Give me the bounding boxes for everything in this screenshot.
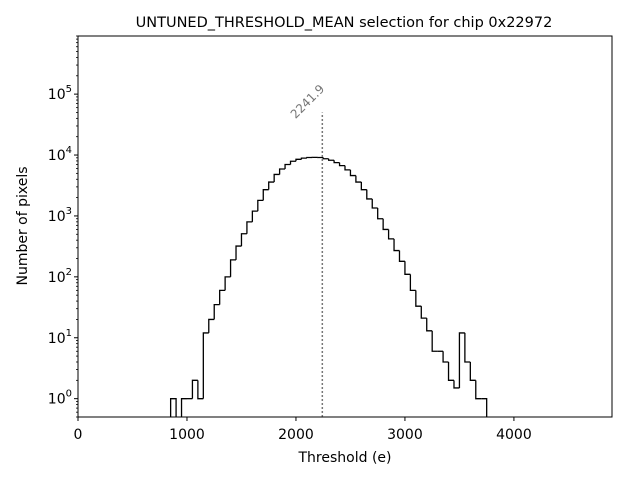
histogram-bar bbox=[289, 160, 296, 165]
chart-title: UNTUNED_THRESHOLD_MEAN selection for chi… bbox=[136, 15, 553, 31]
histogram-bar bbox=[213, 303, 220, 320]
histogram-bar bbox=[235, 245, 242, 260]
plot-area: 2241.9 bbox=[169, 82, 488, 417]
histogram-bar bbox=[333, 160, 340, 164]
plot-frame bbox=[77, 35, 613, 418]
histogram-bar bbox=[393, 238, 400, 252]
histogram-bar bbox=[447, 361, 454, 381]
x-tick-label: 1000 bbox=[169, 427, 205, 443]
histogram-bar bbox=[420, 306, 427, 319]
histogram-bar bbox=[284, 163, 291, 169]
histogram-bar bbox=[180, 398, 187, 417]
histogram-bar bbox=[322, 157, 329, 160]
histogram-bar bbox=[398, 250, 405, 262]
histogram-bar bbox=[202, 332, 209, 399]
histogram-bar bbox=[240, 233, 247, 247]
histogram-bar bbox=[453, 380, 460, 389]
histogram-bar bbox=[426, 318, 433, 332]
histogram-bar bbox=[469, 361, 476, 381]
x-axis: 0 1000 2000 3000 4000 bbox=[74, 417, 532, 443]
y-tick-label: 104 bbox=[48, 145, 72, 164]
y-axis-label: Number of pixels bbox=[15, 166, 31, 285]
histogram-bar bbox=[360, 182, 367, 191]
histogram-bar bbox=[387, 229, 395, 240]
histogram-bar bbox=[306, 156, 313, 159]
histogram-bar bbox=[349, 169, 356, 177]
histogram-bar bbox=[409, 274, 416, 292]
y-tick-label: 100 bbox=[48, 389, 72, 408]
histogram-bar bbox=[431, 330, 438, 352]
histogram-bar bbox=[377, 208, 384, 220]
histogram-bar bbox=[442, 351, 449, 363]
histogram-bar bbox=[191, 379, 198, 399]
histogram-bar bbox=[251, 210, 258, 222]
histogram-bar bbox=[366, 189, 373, 200]
histogram-bar bbox=[300, 157, 307, 160]
histogram-bar bbox=[415, 290, 422, 307]
histogram-bar bbox=[208, 318, 215, 333]
histogram-bar bbox=[458, 332, 465, 388]
histogram-bar bbox=[464, 332, 471, 363]
histogram-bar bbox=[382, 218, 389, 231]
histogram-bar bbox=[481, 398, 488, 417]
histogram-bar bbox=[344, 165, 351, 171]
x-tick-label: 0 bbox=[74, 427, 83, 443]
histogram-bar bbox=[475, 380, 482, 400]
x-axis-label: Threshold (e) bbox=[298, 450, 392, 466]
x-tick-label: 4000 bbox=[496, 427, 532, 443]
mean-line-label: 2241.9 bbox=[288, 82, 328, 122]
histogram-bar bbox=[197, 380, 204, 400]
histogram-bar bbox=[295, 158, 302, 162]
y-tick-label: 101 bbox=[48, 328, 72, 347]
histogram-bar bbox=[229, 259, 237, 277]
histogram-bar bbox=[219, 289, 226, 305]
histogram-bar bbox=[262, 189, 269, 201]
histogram-bar bbox=[273, 173, 280, 183]
histogram-bar bbox=[338, 162, 345, 167]
histogram-bar bbox=[328, 158, 335, 161]
x-tick-label: 3000 bbox=[387, 427, 423, 443]
y-axis: 100 101 102 103 104 105 bbox=[48, 35, 78, 418]
histogram-bar bbox=[355, 175, 362, 183]
histogram-bar bbox=[257, 199, 264, 212]
y-tick-label: 102 bbox=[48, 267, 72, 286]
histogram-bar bbox=[246, 221, 253, 234]
histogram-bar bbox=[169, 398, 177, 417]
histogram-bar bbox=[404, 261, 411, 275]
histogram-bar bbox=[268, 181, 275, 190]
y-tick-label: 103 bbox=[48, 206, 72, 225]
histogram-bar bbox=[371, 198, 378, 209]
histogram-bar bbox=[278, 168, 286, 175]
histogram-bar bbox=[224, 276, 231, 291]
y-tick-label: 105 bbox=[48, 84, 72, 103]
x-tick-label: 2000 bbox=[278, 427, 314, 443]
